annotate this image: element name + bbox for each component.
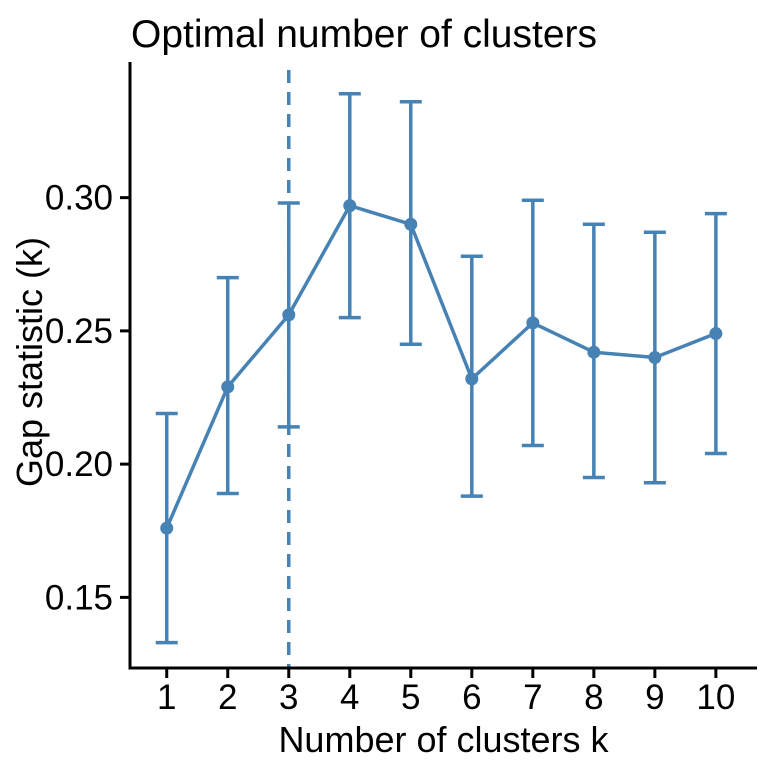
chart-title: Optimal number of clusters bbox=[131, 13, 598, 56]
x-axis-title: Number of clusters k bbox=[278, 719, 609, 760]
data-point bbox=[709, 327, 723, 341]
data-point bbox=[221, 380, 235, 394]
y-tick-label: 0.20 bbox=[45, 445, 113, 484]
x-tick-label: 1 bbox=[157, 678, 176, 717]
data-point bbox=[648, 351, 662, 365]
x-tick-label: 2 bbox=[218, 678, 237, 717]
x-tick-label: 10 bbox=[696, 678, 735, 717]
x-tick-label: 6 bbox=[462, 678, 481, 717]
gap-line bbox=[165, 203, 717, 529]
data-point bbox=[526, 316, 540, 330]
y-tick-label: 0.25 bbox=[45, 312, 113, 351]
data-point bbox=[465, 372, 479, 386]
data-point bbox=[282, 308, 296, 322]
data-point bbox=[343, 199, 357, 213]
x-tick-label: 3 bbox=[279, 678, 298, 717]
x-tick-label: 7 bbox=[523, 678, 542, 717]
x-tick-label: 4 bbox=[340, 678, 359, 717]
x-tick-label: 8 bbox=[584, 678, 603, 717]
data-point bbox=[404, 217, 418, 231]
data-point bbox=[587, 345, 601, 359]
y-tick-label: 0.30 bbox=[45, 179, 113, 218]
y-axis-title: Gap statistic (k) bbox=[9, 236, 50, 488]
x-tick-label: 9 bbox=[645, 678, 664, 717]
data-point bbox=[160, 521, 174, 535]
y-tick-label: 0.15 bbox=[45, 578, 113, 617]
x-tick-label: 5 bbox=[401, 678, 420, 717]
